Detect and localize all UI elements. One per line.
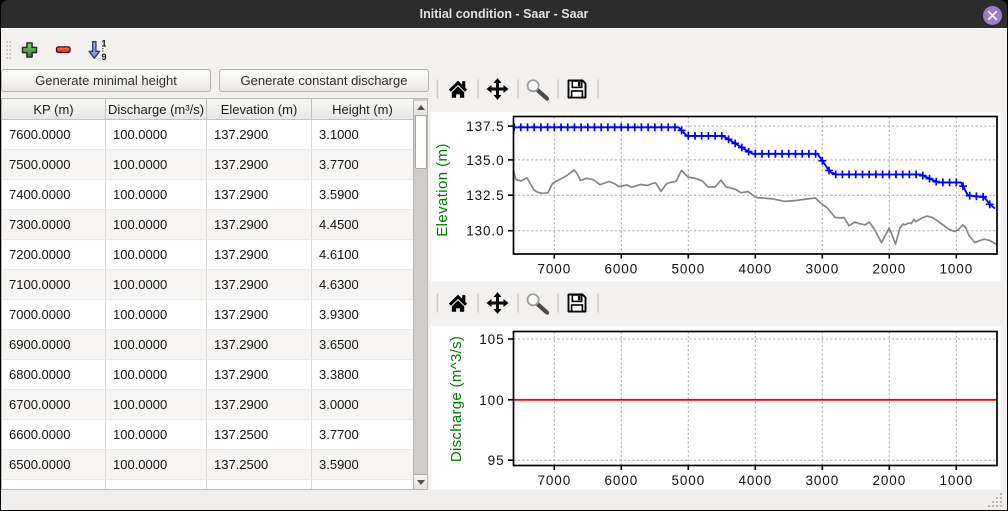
svg-text:3000: 3000 [805, 262, 839, 277]
svg-text:9: 9 [102, 52, 107, 62]
svg-text:132.5: 132.5 [466, 188, 504, 203]
svg-text:Elevation (m): Elevation (m) [434, 143, 451, 237]
svg-text:6000: 6000 [604, 473, 638, 488]
svg-text:5000: 5000 [671, 473, 705, 488]
svg-text:2000: 2000 [872, 473, 906, 488]
svg-text:100: 100 [479, 393, 504, 408]
svg-text:3000: 3000 [805, 473, 839, 488]
svg-text:2000: 2000 [872, 262, 906, 277]
svg-text:1000: 1000 [939, 473, 973, 488]
svg-text:6000: 6000 [604, 262, 638, 277]
svg-text:1000: 1000 [939, 262, 973, 277]
svg-text:Discharge (m^3/s): Discharge (m^3/s) [448, 336, 465, 462]
svg-text:135.0: 135.0 [466, 153, 504, 168]
svg-text:1: 1 [102, 39, 107, 49]
svg-text:95: 95 [488, 453, 505, 468]
svg-text:105: 105 [479, 332, 504, 347]
svg-text:4000: 4000 [738, 473, 772, 488]
svg-text:7000: 7000 [537, 473, 571, 488]
svg-text:7000: 7000 [537, 262, 571, 277]
svg-text:137.5: 137.5 [466, 119, 504, 134]
svg-text:4000: 4000 [738, 262, 772, 277]
svg-text:5000: 5000 [671, 262, 705, 277]
svg-text:130.0: 130.0 [466, 224, 504, 239]
